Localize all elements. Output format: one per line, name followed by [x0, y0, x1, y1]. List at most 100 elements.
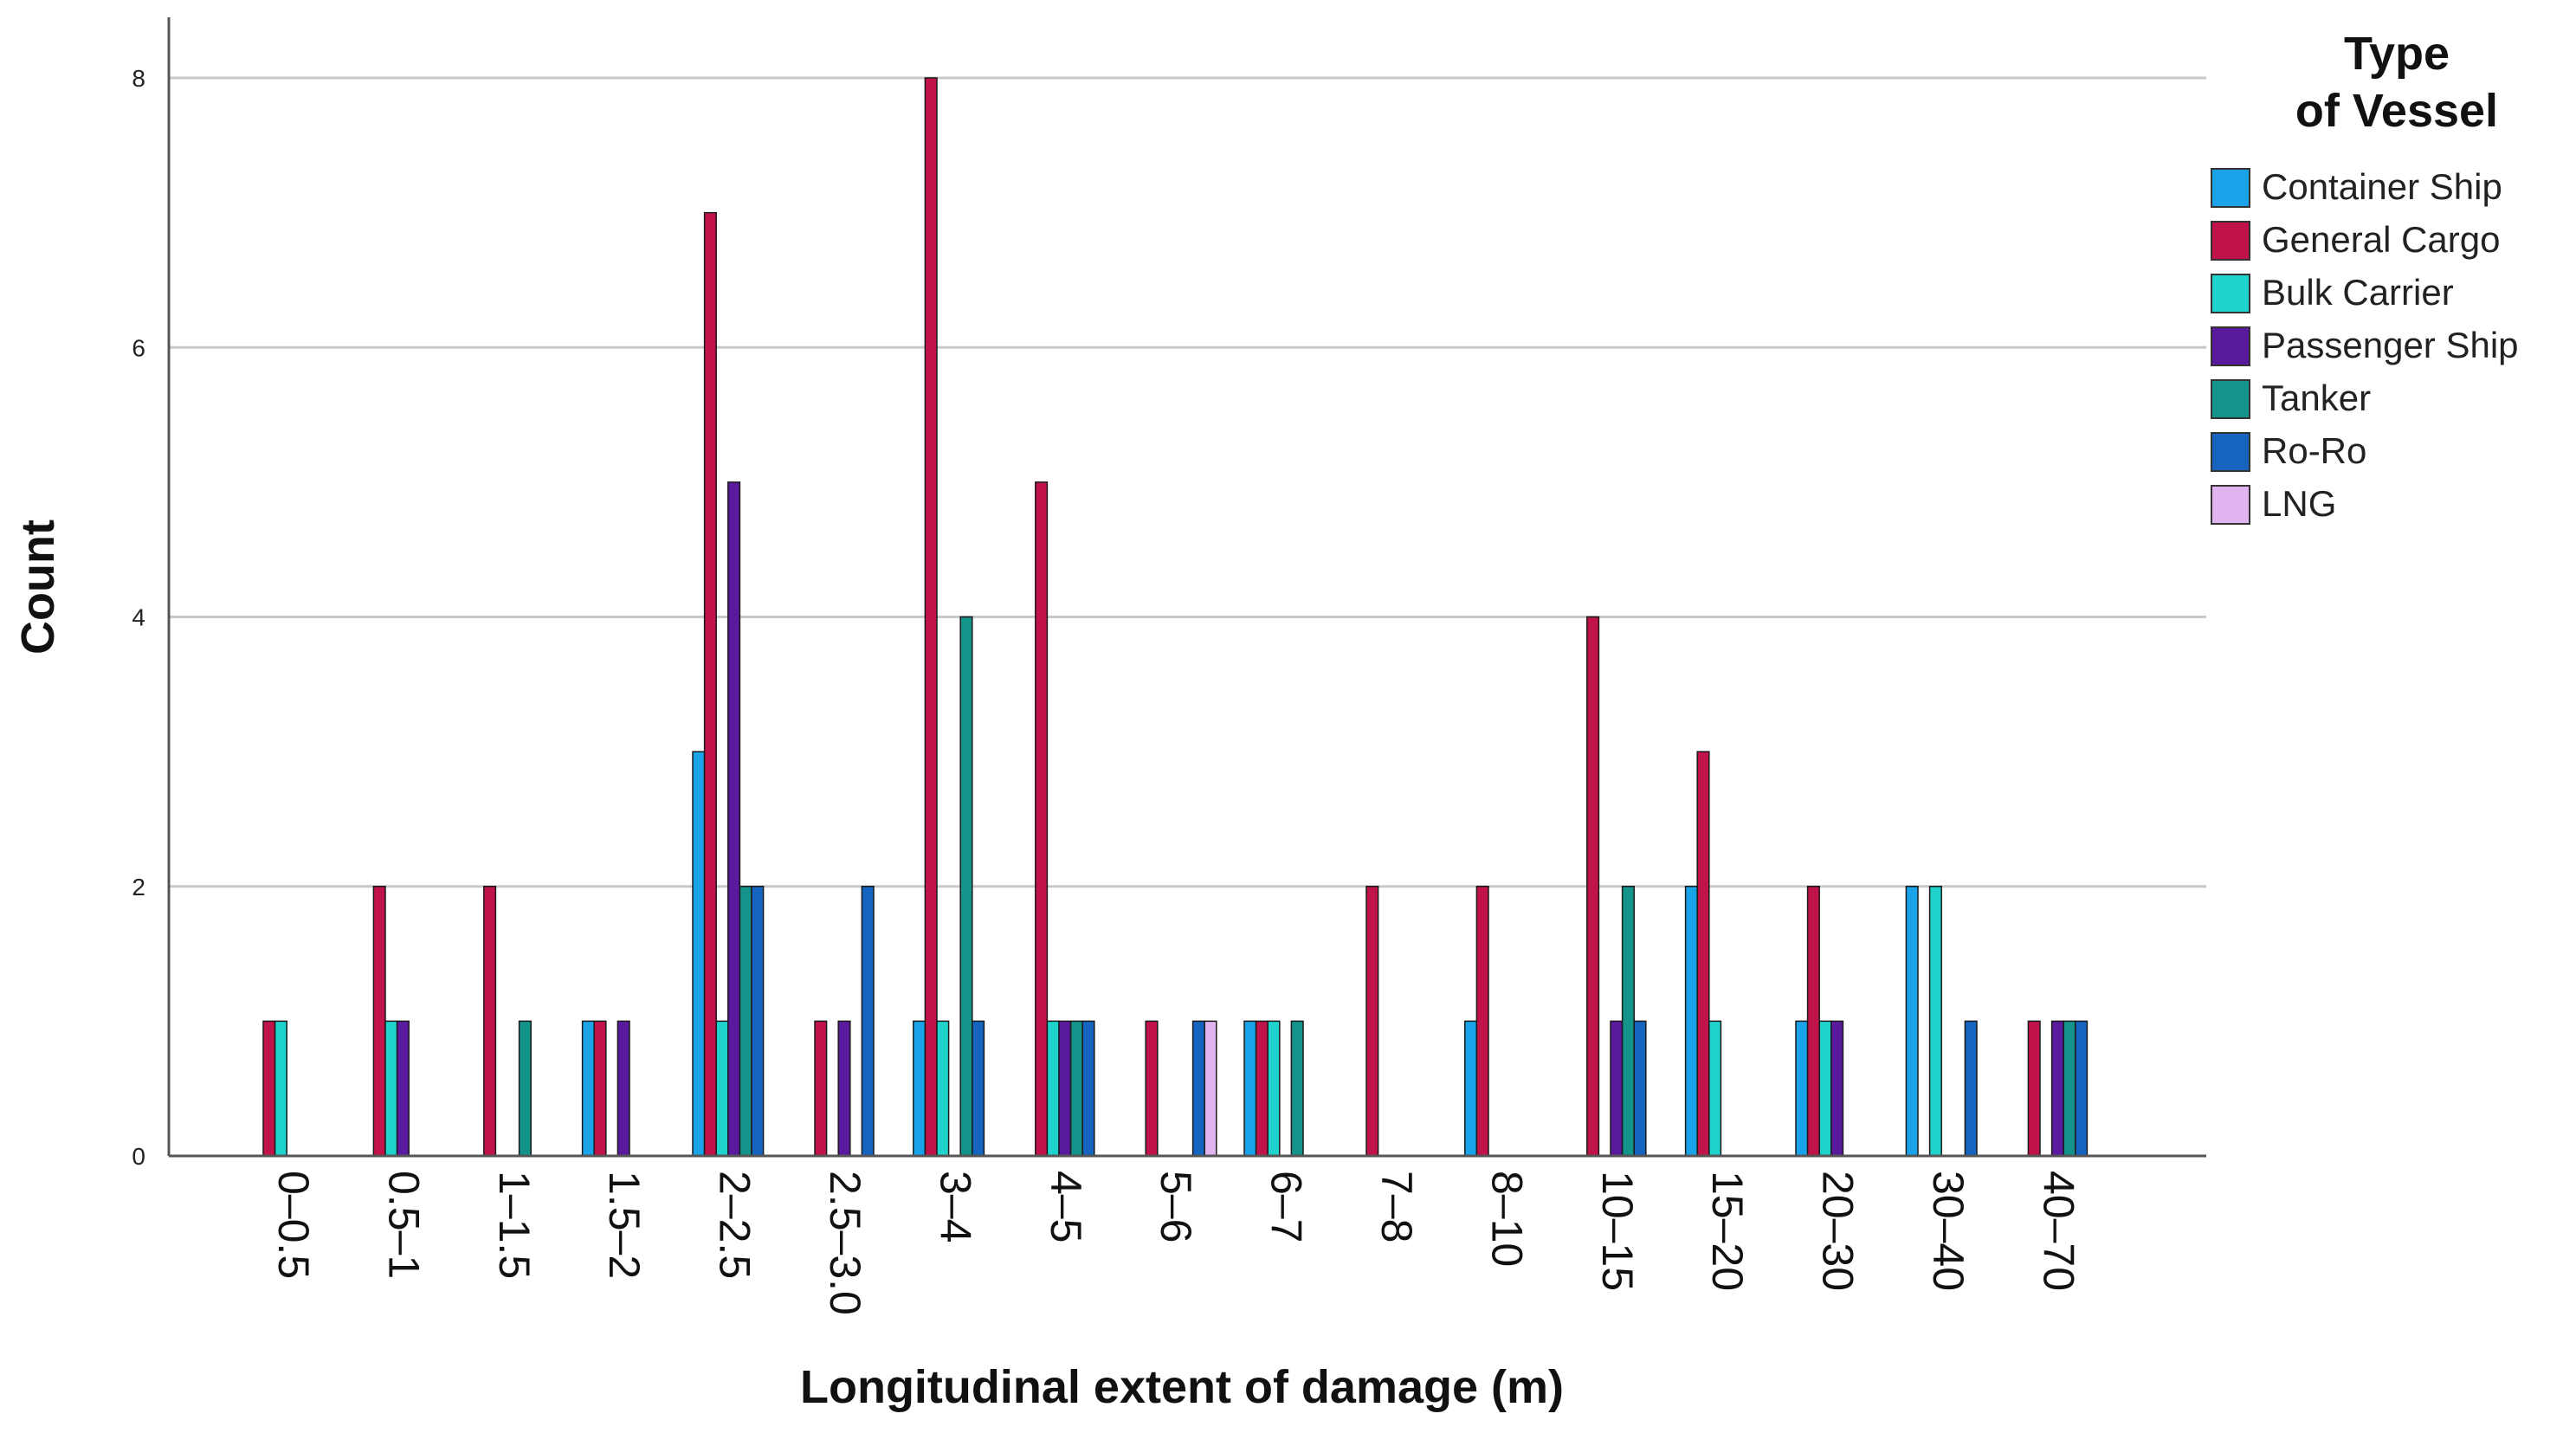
bar-general-cargo — [1365, 886, 1379, 1157]
bar-ro-ro — [1633, 1020, 1647, 1157]
legend-swatch — [2211, 432, 2250, 472]
x-tick-label: 30–40 — [1924, 1171, 1972, 1291]
bar-general-cargo — [262, 1020, 276, 1157]
bar-ro-ro — [1964, 1020, 1978, 1157]
bar-ro-ro — [2075, 1020, 2089, 1157]
bar-lng — [1204, 1020, 1217, 1157]
x-axis-title: Longitudinal extent of damage (m) — [800, 1361, 1564, 1413]
bar-general-cargo — [814, 1020, 828, 1157]
bar-container-ship — [1795, 1020, 1809, 1157]
bar-container-ship — [1243, 1020, 1257, 1157]
bar-bulk-carrier — [1267, 1020, 1281, 1157]
x-tick-label: 3–4 — [931, 1171, 979, 1243]
bar-general-cargo — [1255, 1020, 1269, 1157]
bar-passenger-ship — [1058, 1020, 1072, 1157]
bar-general-cargo — [483, 886, 497, 1157]
bar-bulk-carrier — [384, 1020, 398, 1157]
bar-ro-ro — [972, 1020, 985, 1157]
bar-container-ship — [1905, 886, 1919, 1157]
legend-items: Container Ship General Cargo Bulk Carrier P… — [2211, 166, 2519, 525]
x-tick-label: 10–15 — [1593, 1171, 1642, 1291]
gridlines — [169, 76, 2206, 888]
y-tick-label: 0 — [132, 1143, 145, 1170]
bar-container-ship — [692, 751, 706, 1157]
bar-general-cargo — [1145, 1020, 1159, 1157]
bar-general-cargo — [2027, 1020, 2041, 1157]
legend-label: Container Ship — [2262, 166, 2502, 207]
x-tick-label: 20–30 — [1814, 1171, 1863, 1291]
bar-ro-ro — [1191, 1020, 1205, 1157]
y-tick-label: 4 — [132, 604, 145, 631]
bar-passenger-ship — [1610, 1020, 1624, 1157]
bar-passenger-ship — [617, 1020, 630, 1157]
bar-tanker — [739, 886, 752, 1157]
x-tick-label: 40–70 — [2034, 1171, 2082, 1291]
x-tick-labels: 0–0.5 0.5–1 1–1.5 1.5–2 2–2.5 2.5–3.0 3–4 4–5 5–… — [269, 1171, 2082, 1315]
y-tick-labels: 0 2 4 6 8 — [132, 65, 145, 1170]
bar-bulk-carrier — [1708, 1020, 1722, 1157]
legend-label: LNG — [2262, 483, 2336, 524]
x-tick-label: 2.5–3.0 — [821, 1171, 869, 1315]
y-tick-label: 8 — [132, 65, 145, 92]
bar-ro-ro — [1081, 1020, 1095, 1157]
x-tick-label: 0–0.5 — [269, 1171, 318, 1279]
bar-general-cargo — [593, 1020, 607, 1157]
bar-general-cargo — [1696, 751, 1710, 1157]
x-tick-label: 15–20 — [1703, 1171, 1752, 1291]
legend-swatch — [2211, 326, 2250, 366]
bar-bulk-carrier — [1046, 1020, 1060, 1157]
bar-general-cargo — [703, 211, 717, 1157]
x-tick-label: 8–10 — [1482, 1171, 1531, 1267]
legend-title-line2: of Vessel — [2295, 85, 2498, 137]
bar-bulk-carrier — [274, 1020, 287, 1157]
y-tick-label: 6 — [132, 334, 145, 361]
y-axis-title: Count — [12, 520, 64, 655]
bar-ro-ro — [751, 886, 765, 1157]
legend-swatch — [2211, 485, 2250, 525]
bar-passenger-ship — [837, 1020, 851, 1157]
bar-container-ship — [1684, 886, 1698, 1157]
legend-label: General Cargo — [2262, 219, 2500, 260]
x-tick-label: 2–2.5 — [711, 1171, 759, 1279]
bar-ro-ro — [861, 886, 875, 1157]
bar-tanker — [518, 1020, 532, 1157]
bar-container-ship — [913, 1020, 926, 1157]
legend-label: Bulk Carrier — [2262, 272, 2454, 313]
legend-title-line1: Type — [2344, 28, 2450, 80]
x-tick-label: 5–6 — [1152, 1171, 1200, 1243]
legend: Type of Vessel Container Ship General Car… — [2211, 28, 2519, 525]
x-tick-label: 7–8 — [1372, 1171, 1421, 1243]
bar-tanker — [2063, 1020, 2076, 1157]
legend-label: Tanker — [2262, 378, 2371, 418]
bar-bulk-carrier — [936, 1020, 950, 1157]
y-tick-label: 2 — [132, 874, 145, 900]
x-tick-label: 0.5–1 — [379, 1171, 428, 1279]
legend-swatch — [2211, 221, 2250, 261]
legend-label: Passenger Ship — [2262, 325, 2519, 365]
bar-passenger-ship — [2050, 1020, 2064, 1157]
x-tick-label: 1–1.5 — [490, 1171, 539, 1279]
x-tick-label: 1.5–2 — [600, 1171, 649, 1279]
bar-general-cargo — [372, 886, 386, 1157]
legend-swatch — [2211, 168, 2250, 208]
bar-passenger-ship — [396, 1020, 410, 1157]
bar-tanker — [1069, 1020, 1083, 1157]
legend-label: Ro-Ro — [2262, 430, 2366, 471]
bars — [262, 77, 2089, 1157]
bar-container-ship — [1464, 1020, 1478, 1157]
legend-swatch — [2211, 379, 2250, 419]
x-tick-label: 4–5 — [1042, 1171, 1090, 1243]
bar-general-cargo — [1806, 886, 1820, 1157]
bar-general-cargo — [1586, 616, 1600, 1157]
bar-bulk-carrier — [715, 1020, 729, 1157]
bar-tanker — [959, 616, 973, 1157]
bar-container-ship — [581, 1020, 595, 1157]
bar-bulk-carrier — [1928, 886, 1942, 1157]
bar-passenger-ship — [1830, 1020, 1844, 1157]
bar-general-cargo — [1475, 886, 1489, 1157]
bar-tanker — [1621, 886, 1635, 1157]
bar-general-cargo — [924, 77, 938, 1157]
legend-swatch — [2211, 274, 2250, 313]
bar-tanker — [1290, 1020, 1304, 1157]
